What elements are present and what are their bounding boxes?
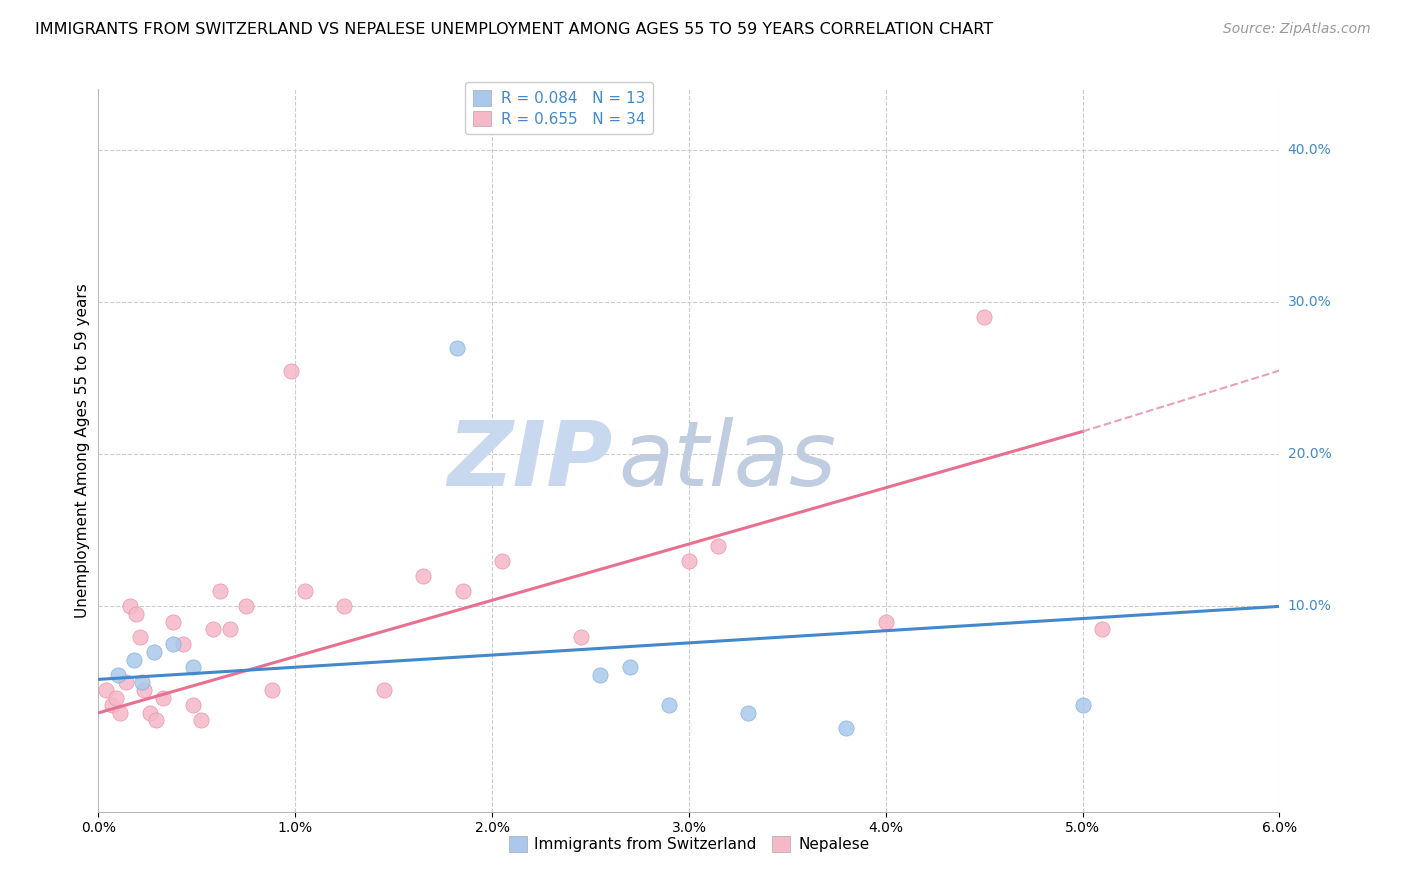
Text: 40.0%: 40.0% — [1288, 143, 1331, 157]
Point — [138, 706, 160, 720]
Point — [131, 675, 153, 690]
Text: 30.0%: 30.0% — [1288, 295, 1331, 310]
Point — [201, 622, 224, 636]
Point — [125, 607, 148, 621]
Text: 20.0%: 20.0% — [1288, 447, 1331, 461]
Point — [412, 569, 434, 583]
Point — [569, 630, 592, 644]
Text: atlas: atlas — [619, 417, 837, 505]
Text: 10.0%: 10.0% — [1288, 599, 1331, 614]
Point — [707, 539, 730, 553]
Text: IMMIGRANTS FROM SWITZERLAND VS NEPALESE UNEMPLOYMENT AMONG AGES 55 TO 59 YEARS C: IMMIGRANTS FROM SWITZERLAND VS NEPALESE … — [35, 22, 993, 37]
Point — [658, 698, 681, 713]
Point — [152, 690, 174, 705]
Point — [118, 599, 141, 614]
Point — [1091, 622, 1114, 636]
Point — [589, 668, 612, 682]
Point — [145, 714, 167, 728]
Point — [142, 645, 165, 659]
Point — [1071, 698, 1094, 713]
Point — [875, 615, 897, 629]
Legend: Immigrants from Switzerland, Nepalese: Immigrants from Switzerland, Nepalese — [502, 830, 876, 858]
Point — [491, 554, 513, 568]
Point — [101, 698, 124, 713]
Point — [132, 683, 155, 698]
Point — [122, 652, 145, 666]
Point — [619, 660, 641, 674]
Point — [105, 690, 128, 705]
Text: ZIP: ZIP — [447, 417, 612, 505]
Point — [835, 721, 858, 735]
Point — [162, 615, 184, 629]
Point — [260, 683, 283, 698]
Point — [446, 341, 468, 355]
Text: Source: ZipAtlas.com: Source: ZipAtlas.com — [1223, 22, 1371, 37]
Point — [373, 683, 395, 698]
Point — [219, 622, 242, 636]
Point — [128, 630, 150, 644]
Point — [973, 310, 995, 325]
Point — [294, 584, 316, 599]
Point — [333, 599, 356, 614]
Point — [280, 363, 302, 377]
Point — [96, 683, 118, 698]
Point — [737, 706, 759, 720]
Point — [451, 584, 474, 599]
Point — [172, 637, 194, 651]
Point — [107, 668, 129, 682]
Point — [190, 714, 212, 728]
Point — [108, 706, 131, 720]
Point — [115, 675, 138, 690]
Point — [162, 637, 184, 651]
Point — [678, 554, 700, 568]
Y-axis label: Unemployment Among Ages 55 to 59 years: Unemployment Among Ages 55 to 59 years — [75, 283, 90, 618]
Point — [181, 698, 204, 713]
Point — [181, 660, 204, 674]
Point — [235, 599, 257, 614]
Point — [209, 584, 232, 599]
